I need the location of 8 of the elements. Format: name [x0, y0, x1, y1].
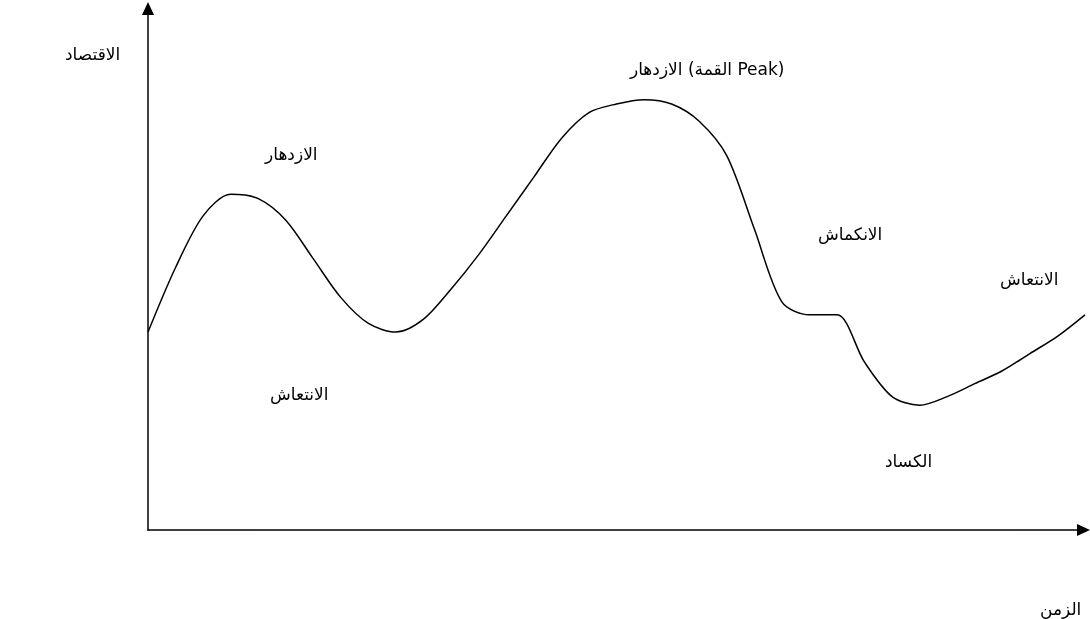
- x-axis-title: الزمن: [1039, 598, 1082, 619]
- annotation: الانكماش: [817, 223, 883, 244]
- annotation: الانتعاش: [1000, 268, 1059, 289]
- y-axis-title: الاقتصاد: [65, 43, 121, 64]
- text: الازدهار (القمة Peak): [628, 58, 785, 79]
- annotation: الكساد: [884, 450, 933, 471]
- annotation: الازدهار: [263, 143, 318, 164]
- annotation: الانتعاش: [270, 383, 329, 404]
